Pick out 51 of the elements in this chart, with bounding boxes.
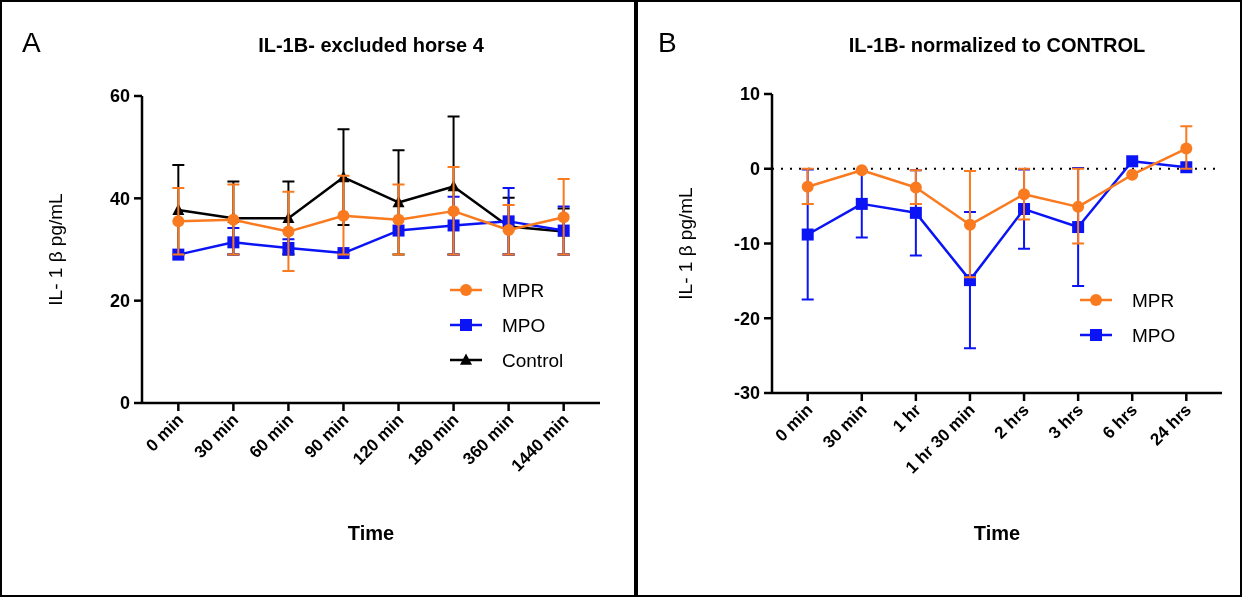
text: A (22, 27, 41, 58)
y-tick-label: 10 (739, 84, 760, 105)
y-tick-label: -30 (733, 383, 760, 404)
legend-label: MPO (1132, 324, 1176, 346)
point (801, 180, 814, 193)
y-tick-label: 40 (109, 188, 130, 209)
text: B (658, 27, 677, 58)
x-tick-label: 24 hrs (1146, 400, 1196, 450)
y-tick-label: 0 (749, 159, 760, 180)
x-tick-label: 2 hrs (990, 400, 1033, 443)
y-tick-label: 60 (109, 86, 130, 107)
point (1126, 168, 1139, 181)
x-tick-label: 30 min (190, 410, 243, 462)
legend-label: Control (502, 349, 564, 371)
y-axis-title: IL- 1 β pg/mL (45, 193, 66, 306)
point (1126, 155, 1139, 168)
legend-label: MPR (1132, 289, 1175, 311)
point (392, 213, 405, 226)
x-tick-label: 6 hrs (1098, 400, 1142, 443)
x-axis-title: Time (973, 522, 1021, 544)
x-tick-label: 0 min (771, 400, 817, 446)
point (855, 164, 868, 177)
y-tick-label: -10 (733, 233, 760, 254)
point (337, 209, 350, 222)
chart-title: IL-1B- excluded horse 4 (258, 34, 485, 56)
y-tick-label: -20 (733, 308, 760, 329)
legend-label: MPO (502, 314, 546, 336)
point (1072, 200, 1085, 213)
legend-label: MPR (502, 279, 545, 301)
y-tick-label: 0 (119, 393, 130, 414)
x-tick-label: 60 min (245, 410, 298, 462)
x-axis-title: Time (347, 522, 395, 544)
x-tick-label: 1 hr (889, 400, 925, 436)
point (1018, 188, 1031, 201)
x-tick-label: 30 min (819, 400, 871, 452)
point (909, 181, 922, 194)
point (447, 205, 460, 218)
y-axis-title: IL- 1 β pg/mL (675, 187, 696, 300)
point (909, 206, 922, 219)
point (172, 215, 185, 228)
point (801, 228, 814, 241)
x-tick-label: 3 hrs (1044, 400, 1087, 443)
point (557, 211, 570, 224)
x-tick-label: 0 min (142, 410, 188, 456)
point (1180, 142, 1193, 155)
chart-title: IL-1B- normalized to CONTROL (848, 34, 1146, 56)
point (502, 224, 515, 237)
point (282, 225, 295, 238)
point (963, 218, 976, 231)
y-tick-label: 20 (109, 290, 130, 311)
point (855, 197, 868, 210)
